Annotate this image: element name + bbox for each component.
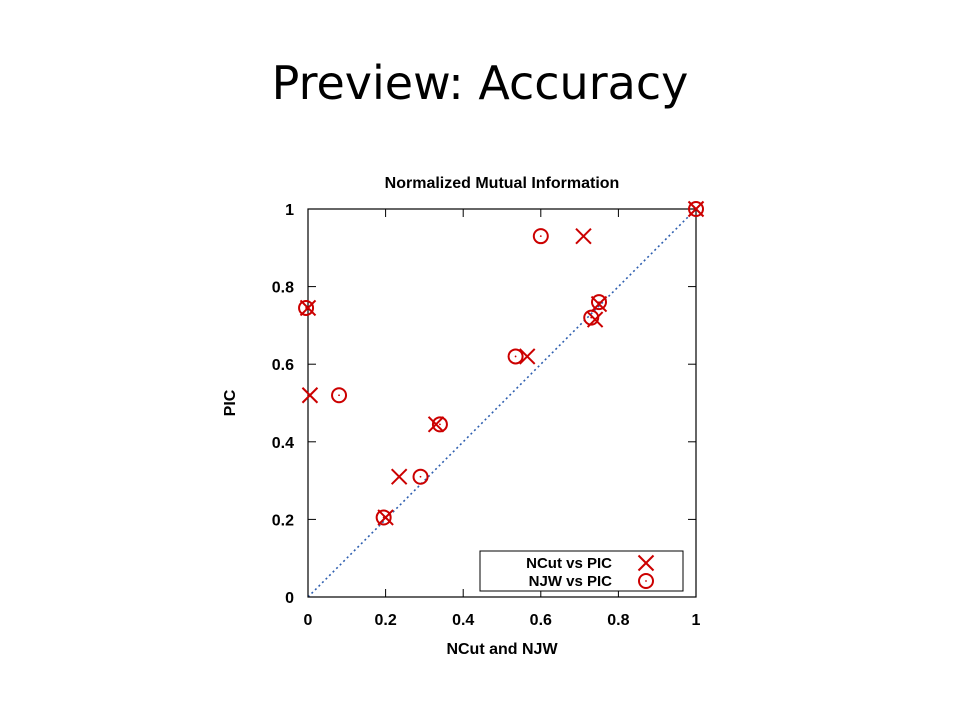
x-tick-label: 0.2 — [374, 612, 396, 629]
legend-label: NCut vs PIC — [526, 555, 612, 572]
ncut-point — [519, 348, 536, 365]
circle-dot — [695, 208, 697, 210]
ncut-point — [377, 509, 394, 526]
circle-ring — [375, 509, 392, 526]
njw-point — [412, 468, 429, 485]
x-stroke — [301, 387, 319, 404]
njw-point — [431, 416, 448, 433]
circle-ring — [412, 468, 429, 485]
y-axis-label: PIC — [222, 389, 239, 416]
njw-point — [583, 309, 600, 326]
legend-marker — [637, 554, 655, 572]
ncut-point — [590, 295, 608, 313]
circle-dot — [305, 307, 307, 309]
njw-point — [591, 294, 607, 311]
circle-dot — [645, 580, 647, 582]
x-tick-label: 0.4 — [452, 612, 474, 629]
y-tick-label: 0 — [285, 590, 294, 607]
data-markers — [298, 200, 705, 526]
x-stroke — [390, 468, 408, 485]
x-tick-label: 0 — [304, 612, 313, 629]
y-tick-label: 0.4 — [272, 435, 294, 452]
legend-marker — [638, 573, 654, 589]
x-tick-label: 1 — [692, 612, 701, 629]
njw-point — [532, 228, 549, 245]
x-stroke — [575, 227, 592, 245]
ncut-point — [301, 387, 319, 404]
circle-ring — [583, 309, 600, 326]
circle-dot — [514, 355, 517, 358]
ncut-point — [390, 468, 408, 485]
circle-ring — [591, 294, 607, 311]
njw-point — [688, 201, 704, 217]
plot-frame — [307, 208, 697, 598]
ncut-point — [575, 227, 592, 245]
njw-point — [507, 348, 524, 365]
circle-dot — [382, 516, 385, 519]
x-tick-label: 0.8 — [607, 612, 629, 629]
njw-point — [331, 387, 348, 404]
axis-ticks: 0 0.2 0.4 0.6 0.8 1 0 0.2 0.4 0.6 0.8 1 — [272, 202, 701, 629]
circle-dot — [419, 475, 422, 478]
circle-ring — [688, 201, 704, 217]
circle-dot — [338, 394, 340, 397]
circle-dot — [439, 423, 441, 426]
circle-ring — [638, 573, 654, 589]
slide-title: Preview: Accuracy — [271, 56, 689, 110]
njw-point — [298, 299, 315, 316]
x-stroke — [299, 299, 317, 317]
x-stroke — [637, 554, 655, 572]
y-tick-label: 0.8 — [272, 280, 294, 297]
y-tick-label: 0.2 — [272, 512, 294, 529]
njw-point — [375, 509, 392, 526]
x-axis-label: NCut and NJW — [446, 641, 558, 658]
circle-ring — [431, 416, 448, 433]
legend-box — [479, 550, 684, 592]
chart-title: Normalized Mutual Information — [385, 175, 620, 192]
x-stroke — [519, 348, 536, 365]
x-tick-label: 0.6 — [530, 612, 552, 629]
circle-ring — [298, 299, 315, 316]
x-stroke — [377, 509, 394, 526]
x-stroke — [427, 416, 445, 433]
reference-line — [307, 208, 697, 598]
circle-dot — [598, 301, 600, 304]
circle-ring — [532, 228, 549, 245]
ncut-point — [299, 299, 317, 317]
y-tick-label: 1 — [285, 202, 294, 219]
y-tick-label: 0.6 — [272, 357, 294, 374]
reference-line-layer — [307, 208, 697, 598]
circle-dot — [539, 235, 542, 238]
legend-label: NJW vs PIC — [529, 573, 613, 590]
x-stroke — [590, 295, 608, 313]
circle-ring — [331, 387, 348, 404]
circle-ring — [507, 348, 524, 365]
ncut-point — [427, 416, 445, 433]
circle-dot — [590, 316, 593, 319]
